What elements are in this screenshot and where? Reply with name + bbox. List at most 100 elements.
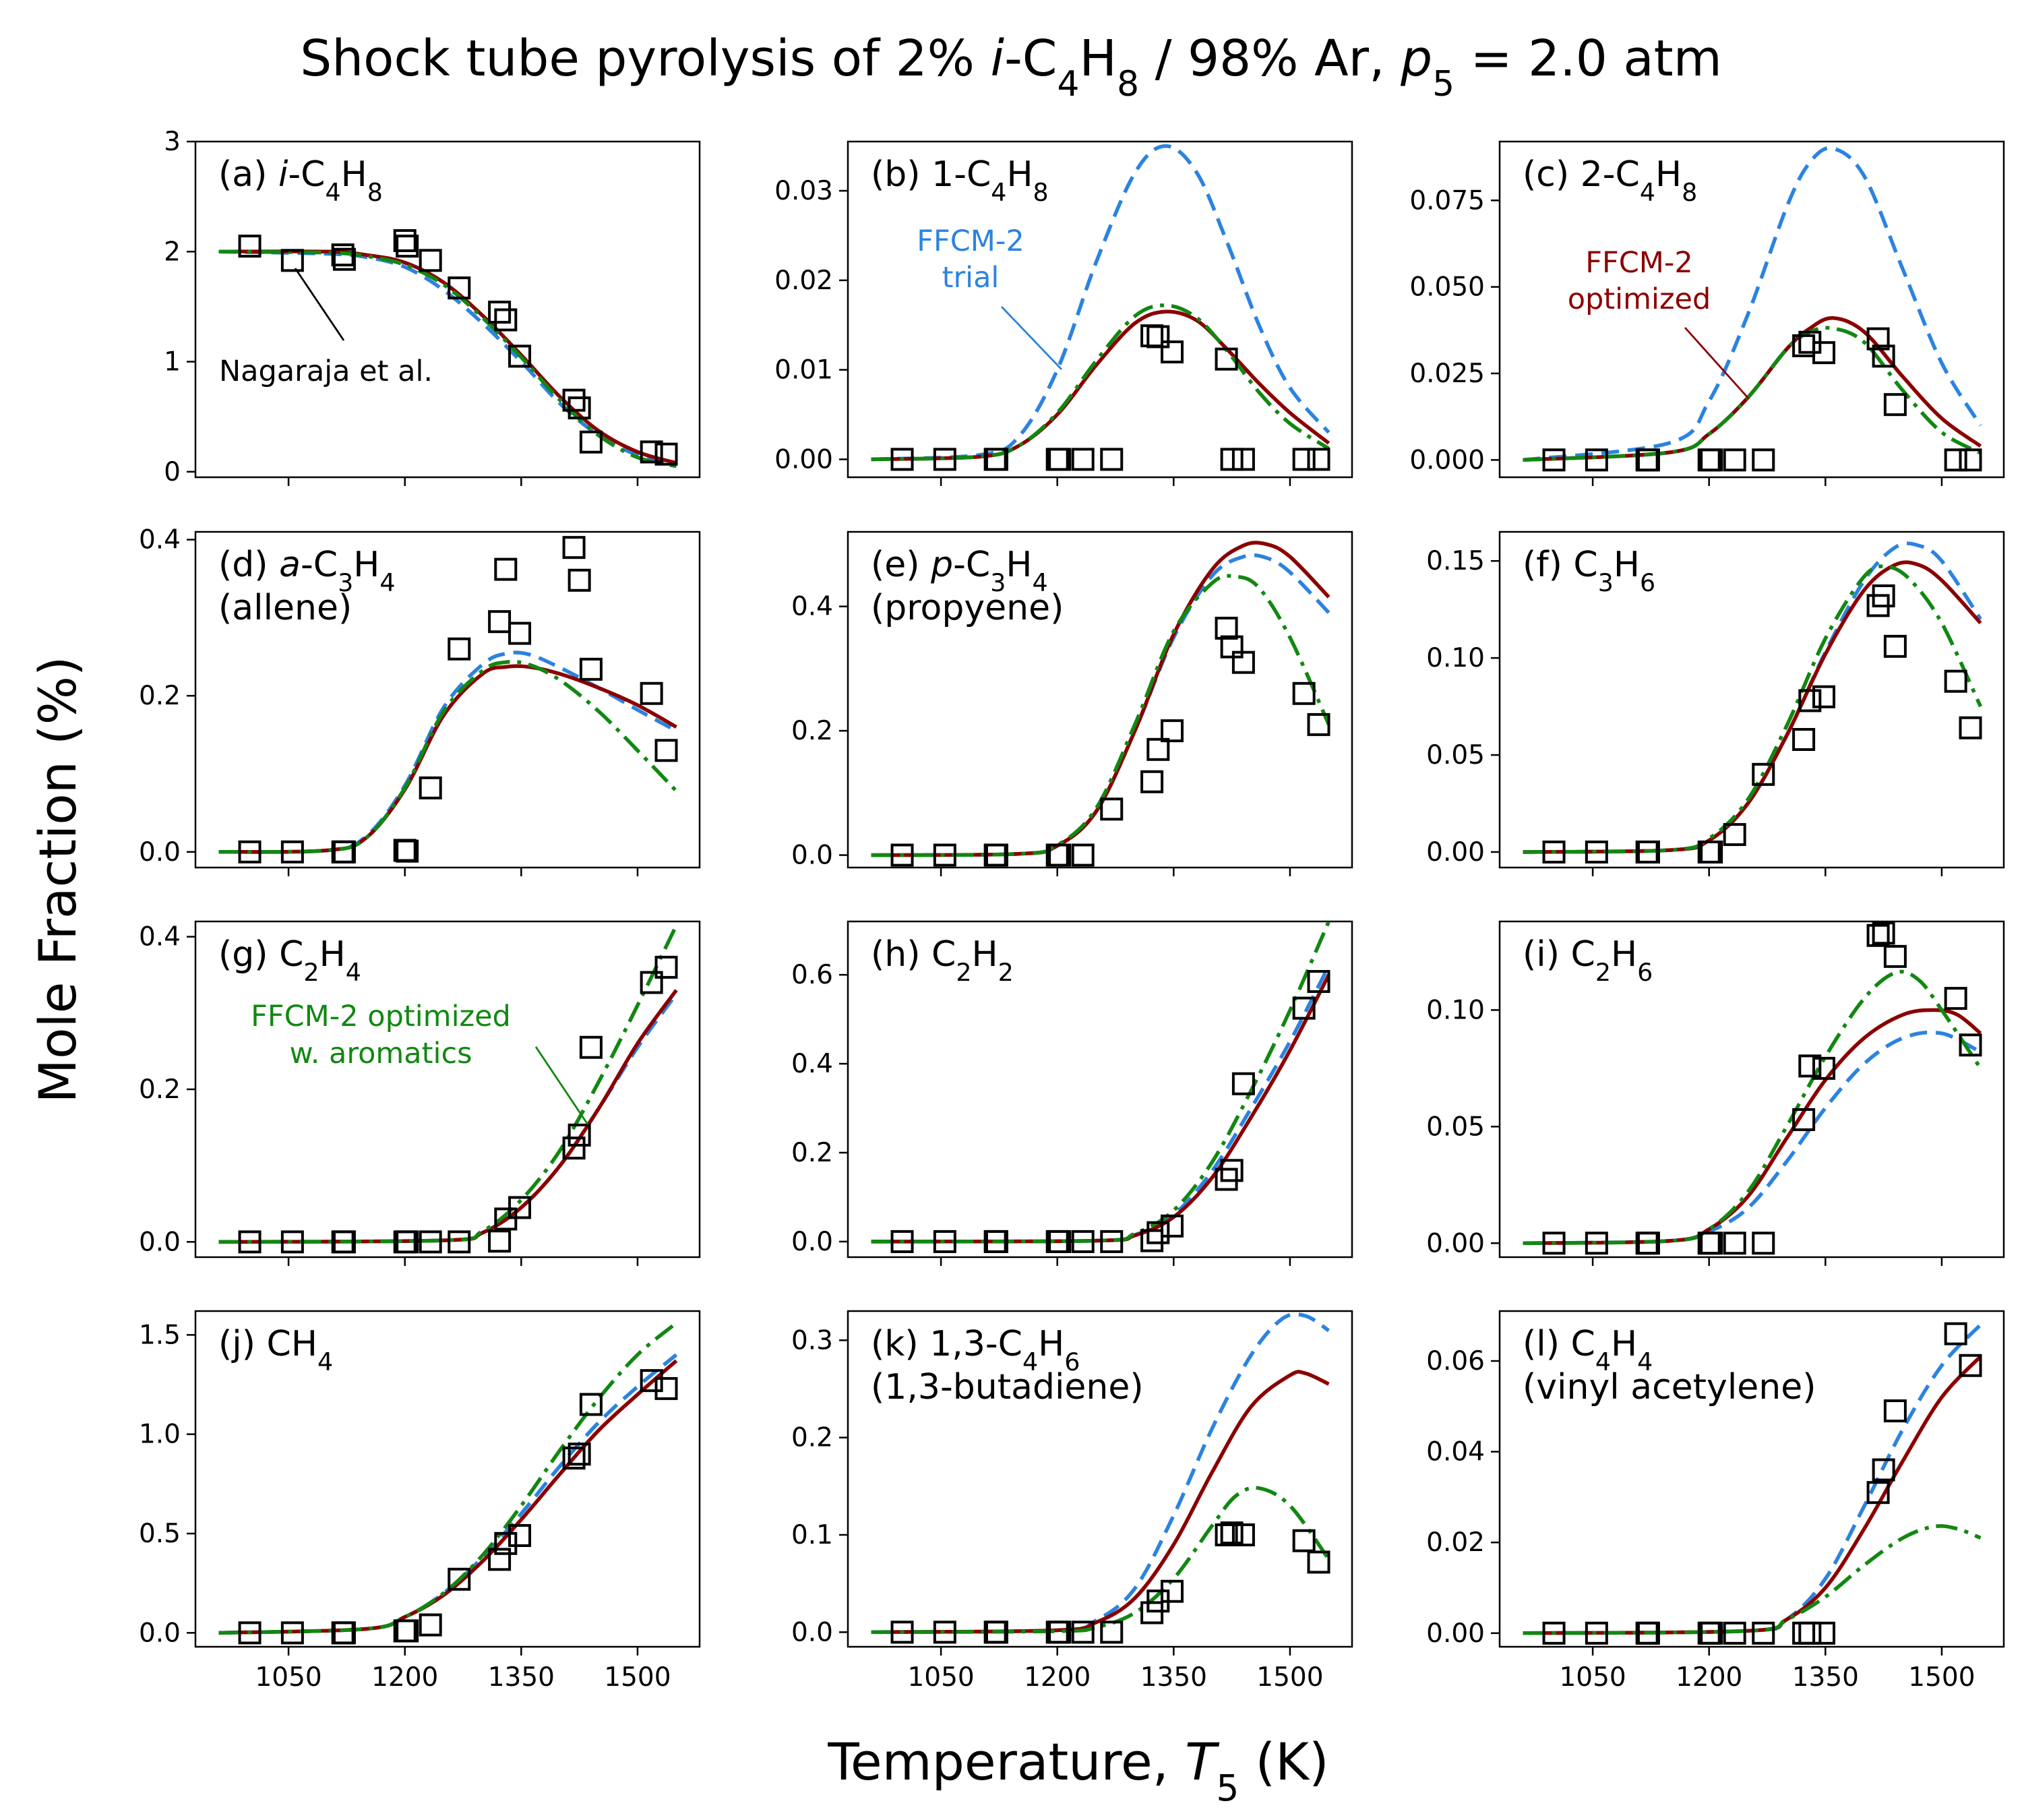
panel-e-y-tick-label: 0.0: [791, 841, 833, 871]
panel-c-series-ffcm-2-trial: [1523, 146, 1982, 462]
panel-k-y-tick-label: 0.0: [791, 1617, 833, 1647]
panel-b-y-tick-label: 0.02: [774, 266, 833, 296]
panel-d-exp-point: [508, 621, 532, 645]
panel-j-exp-point: [396, 1619, 419, 1643]
panel-g-exp-point: [396, 1230, 419, 1254]
panel-f-exp-point: [1944, 669, 1967, 693]
panel-i-exp-point: [1944, 987, 1967, 1010]
panel-i-exp-point: [1636, 1232, 1660, 1255]
panel-d-label: (d) a-C3H4: [218, 545, 396, 597]
panel-c-y-tick-label: 0.075: [1409, 185, 1485, 216]
panel-a-label: (a) i-C4H8: [218, 154, 383, 207]
panel-j-y-tick-label: 1.0: [139, 1420, 181, 1450]
panel-l-exp-point: [1798, 1621, 1822, 1645]
panel-h-exp-point: [890, 1230, 914, 1253]
panel-l-exp-point: [1752, 1621, 1775, 1645]
panel-c-frame: [1498, 140, 2005, 479]
panel-k-exp-point: [1220, 1521, 1244, 1545]
panel-f-y-tick-label: 0.15: [1426, 546, 1485, 576]
panel-i-exp-point: [1798, 1054, 1822, 1078]
panel-a-exp-point: [654, 442, 678, 466]
panel-d-exp-point: [654, 739, 678, 762]
panel-b-exp-point: [1071, 448, 1095, 471]
panel-i-y-tick-label: 0.05: [1426, 1112, 1485, 1142]
panel-c-exp-point: [1723, 448, 1746, 472]
panel-c-series-ffcm-2-optimized: [1523, 316, 1982, 462]
panel-k-exp-points: [890, 1521, 1330, 1644]
panel-c-exp-point: [1812, 341, 1836, 365]
panel-b-exp-point: [890, 448, 914, 471]
panel-b-label: (b) 1-C4H8: [871, 154, 1049, 207]
panel-c-exp-point: [1752, 448, 1775, 472]
panel-e-series-ffcm-2-optimized-w-aromatics: [871, 574, 1331, 857]
panel-d-exp-point: [579, 657, 603, 681]
panel-e-exp-point: [1161, 719, 1184, 743]
panel-h-exp-points: [890, 970, 1330, 1253]
panel-b-frame: [847, 140, 1353, 479]
panel-h-y-tick-label: 0.0: [791, 1227, 833, 1257]
annotation-optimized-line1: FFCM-2: [1585, 246, 1692, 280]
panel-l-exp-point: [1944, 1322, 1967, 1345]
panel-e-exp-points: [890, 616, 1330, 867]
panel-k-exp-point: [1231, 1523, 1255, 1546]
panel-e-exp-point: [933, 843, 956, 867]
panel-a-exp-point: [332, 247, 356, 271]
panel-a-exp-point: [562, 388, 586, 412]
panel-i-exp-point: [1959, 1033, 1982, 1057]
panel-l-y-tick-label: 0.02: [1426, 1527, 1485, 1558]
panel-j-exp-point: [280, 1621, 304, 1645]
panel-e-exp-point: [1048, 843, 1072, 867]
panel-l-label: (l) C4H4: [1523, 1324, 1653, 1376]
panel-g-exp-point: [332, 1230, 356, 1254]
panel-f-series-ffcm-2-optimized: [1523, 560, 1982, 854]
panel-f-y-tick-label: 0.10: [1426, 643, 1485, 673]
panel-i-exp-point: [1700, 1232, 1723, 1255]
annotation-aromatics-leader: [534, 1046, 589, 1125]
panel-h-frame: [847, 920, 1353, 1258]
panel-e-exp-point: [985, 843, 1008, 867]
panel-f-y-tick-label: 0.05: [1426, 740, 1485, 770]
panel-g-exp-point: [238, 1230, 262, 1254]
panel-d-exp-point: [238, 840, 262, 863]
panel-l-frame: [1498, 1310, 2005, 1648]
panel-f-exp-point: [1585, 840, 1608, 863]
panel-b-series-ffcm-2-optimized: [871, 309, 1330, 462]
panel-d-series-ffcm-2-trial: [218, 650, 677, 854]
panel-g-exp-point: [508, 1196, 532, 1219]
panel-f-series-ffcm-2-optimized-w-aromatics: [1523, 564, 1982, 854]
panel-j-y-tick-label: 1.5: [139, 1320, 181, 1350]
panel-l-series-ffcm-2-optimized-w-aromatics: [1523, 1524, 1982, 1635]
panel-d-y-tick-label: 0.0: [139, 837, 181, 868]
panel-b-y-tick-label: 0.01: [774, 355, 833, 386]
panel-a-exp-point: [448, 276, 471, 300]
panel-g-exp-point: [280, 1230, 304, 1254]
panel-k-y-tick-label: 0.1: [791, 1520, 833, 1550]
panel-e-frame: [847, 530, 1353, 869]
panel-j-x-tick-label: 1200: [371, 1662, 438, 1693]
panel-j-exp-point: [494, 1531, 518, 1555]
panel-c-exp-point: [1585, 448, 1608, 472]
panel-i-exp-point: [1872, 921, 1895, 945]
panel-j-exp-point: [331, 1621, 355, 1645]
panel-c-exp-point: [1636, 448, 1660, 472]
annotation-trial-line1: FFCM-2: [917, 224, 1024, 258]
panel-l-exp-points: [1542, 1322, 1982, 1645]
panel-g-exp-point: [419, 1230, 442, 1254]
panel-j-plot-area: [218, 1321, 678, 1635]
panel-l-y-tick-label: 0.00: [1426, 1618, 1485, 1649]
panel-h-exp-point: [1048, 1230, 1072, 1253]
panel-b-exp-point: [985, 448, 1008, 471]
panel-b-exp-point: [1140, 324, 1164, 348]
panel-i: 0.00 0.05 0.10 (i) C2H6: [1426, 920, 2005, 1266]
panel-a-exp-point: [640, 440, 663, 464]
panel-l-exp-point: [1792, 1621, 1816, 1645]
panel-a-exp-point: [488, 301, 512, 324]
panel-j-exp-point: [332, 1621, 356, 1645]
panel-a-exp-point: [393, 229, 417, 252]
panel-i-y-tick-label: 0.10: [1426, 995, 1485, 1025]
panel-f-series-ffcm-2-trial: [1523, 541, 1982, 854]
panel-a-exp-points: [238, 229, 678, 466]
panel-i-exp-point: [1585, 1232, 1608, 1255]
panel-c-y-tick-label: 0.025: [1409, 359, 1485, 389]
panel-d-exp-point: [396, 839, 419, 863]
